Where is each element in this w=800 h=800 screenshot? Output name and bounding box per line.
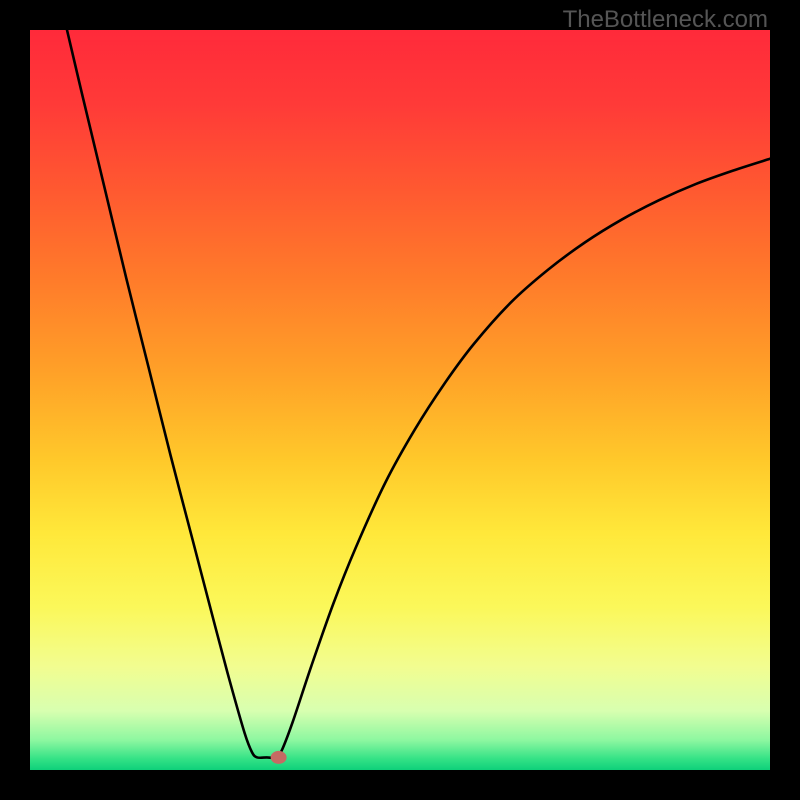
chart-svg bbox=[0, 0, 800, 800]
plot-area bbox=[30, 30, 770, 770]
chart-frame: TheBottleneck.com bbox=[0, 0, 800, 800]
watermark-text: TheBottleneck.com bbox=[563, 6, 768, 34]
gradient-background bbox=[30, 30, 770, 770]
minimum-marker bbox=[271, 751, 287, 764]
